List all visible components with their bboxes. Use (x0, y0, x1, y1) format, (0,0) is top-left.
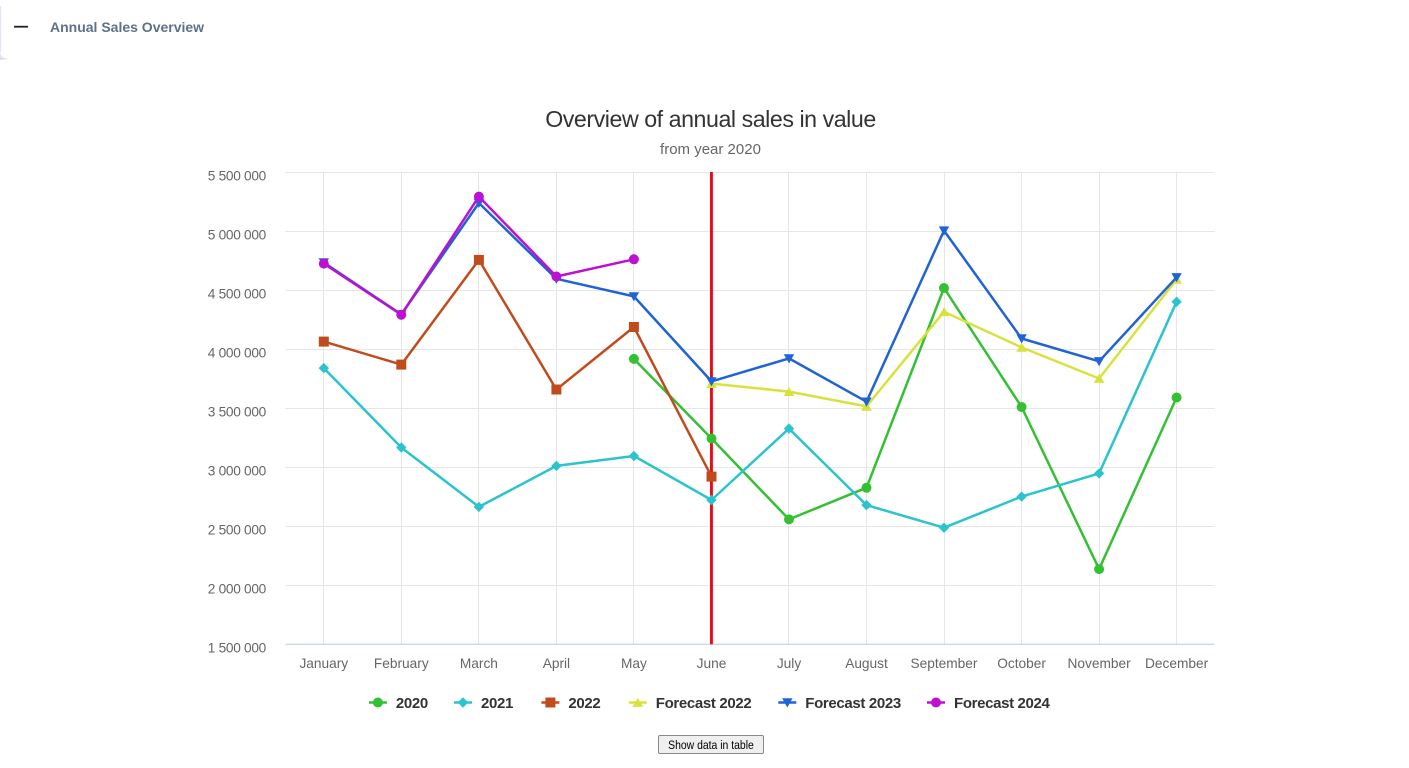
svg-text:from year 2020: from year 2020 (660, 141, 761, 158)
svg-text:4 500 000: 4 500 000 (208, 287, 267, 302)
svg-text:October: October (997, 656, 1046, 671)
svg-text:June: June (697, 656, 727, 671)
svg-text:Overview of annual sales in va: Overview of annual sales in value (545, 106, 876, 132)
svg-text:April: April (543, 656, 570, 671)
svg-text:2020: 2020 (396, 695, 428, 712)
svg-text:Forecast 2024: Forecast 2024 (954, 695, 1051, 712)
svg-text:May: May (621, 656, 647, 671)
svg-text:3 000 000: 3 000 000 (208, 464, 267, 479)
svg-text:January: January (299, 656, 348, 671)
svg-text:1 500 000: 1 500 000 (208, 641, 267, 656)
svg-text:Forecast 2023: Forecast 2023 (805, 695, 901, 712)
svg-text:3 500 000: 3 500 000 (208, 405, 267, 420)
svg-text:5 500 000: 5 500 000 (208, 168, 267, 183)
svg-text:March: March (460, 656, 498, 671)
svg-text:4 000 000: 4 000 000 (208, 346, 267, 361)
svg-text:February: February (374, 656, 429, 671)
svg-text:August: August (845, 656, 888, 671)
svg-text:Annual Sales Overview: Annual Sales Overview (50, 19, 204, 35)
svg-text:December: December (1145, 656, 1209, 671)
svg-text:5 000 000: 5 000 000 (208, 227, 267, 242)
svg-text:Forecast 2022: Forecast 2022 (656, 695, 752, 712)
svg-text:2 000 000: 2 000 000 (208, 582, 267, 597)
svg-text:November: November (1068, 656, 1132, 671)
svg-text:July: July (777, 656, 801, 671)
svg-text:2021: 2021 (481, 695, 513, 712)
svg-text:2 500 000: 2 500 000 (208, 523, 267, 538)
svg-text:September: September (911, 656, 978, 671)
svg-text:2022: 2022 (568, 695, 600, 712)
